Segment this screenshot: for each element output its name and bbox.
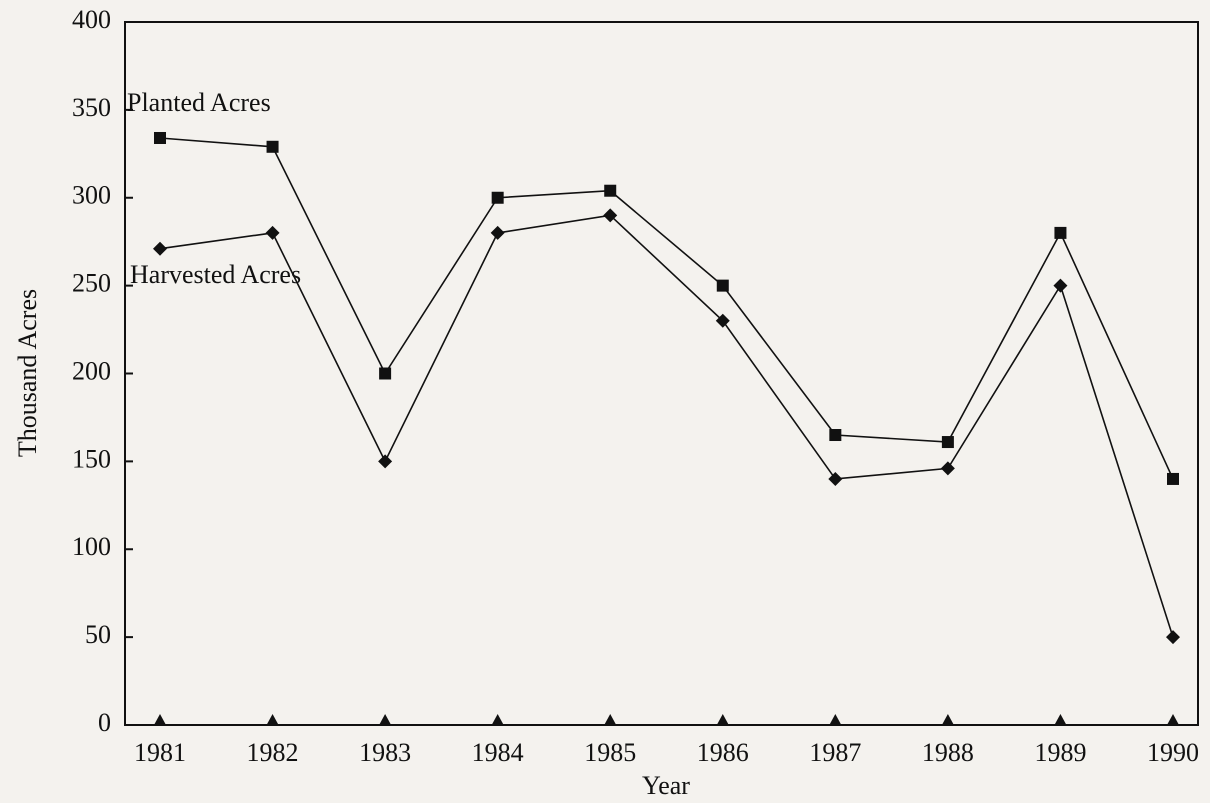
y-axis-label: Thousand Acres [13, 289, 42, 457]
point [603, 208, 618, 223]
y-tick-label: 300 [72, 181, 111, 210]
y-tick-label: 350 [72, 93, 111, 122]
point [1054, 226, 1067, 239]
x-tick-marker [266, 714, 279, 725]
x-tick-marker [491, 714, 504, 725]
point [1053, 278, 1068, 293]
x-tick-label: 1990 [1147, 738, 1199, 767]
y-tick-label: 150 [72, 444, 111, 473]
point [154, 131, 166, 144]
x-tick-label: 1988 [922, 738, 974, 767]
point [829, 429, 842, 442]
point [1166, 630, 1180, 645]
point [266, 140, 279, 153]
point [153, 241, 167, 256]
x-axis-label: Year [642, 771, 690, 800]
point [378, 454, 393, 469]
y-tick-label: 50 [85, 620, 111, 649]
point [715, 313, 730, 328]
x-tick-label: 1982 [247, 738, 299, 767]
point [379, 367, 392, 380]
point [941, 436, 954, 449]
point [491, 191, 504, 204]
series-label: Harvested Acres [130, 260, 301, 289]
x-tick-marker [1054, 714, 1067, 725]
x-tick-marker [829, 714, 842, 725]
series-line [159, 137, 1174, 480]
y-tick-label: 0 [98, 708, 111, 737]
x-tick-marker [154, 714, 166, 725]
x-tick-marker [379, 714, 392, 725]
x-tick-label: 1989 [1034, 738, 1086, 767]
point [940, 461, 955, 476]
series-label: Planted Acres [127, 88, 271, 117]
point [716, 279, 729, 292]
x-tick-label: 1985 [584, 738, 636, 767]
point [265, 225, 280, 240]
x-tick-label: 1981 [134, 738, 186, 767]
point [490, 225, 505, 240]
point [604, 184, 617, 197]
y-tick-label: 200 [72, 356, 111, 385]
y-tick-label: 100 [72, 532, 111, 561]
x-tick-label: 1984 [472, 738, 524, 767]
x-tick-marker [1167, 714, 1179, 725]
x-tick-marker [716, 714, 729, 725]
series-line [159, 214, 1174, 638]
x-tick-label: 1983 [359, 738, 411, 767]
x-tick-marker [604, 714, 617, 725]
point [1167, 472, 1179, 485]
x-tick-label: 1987 [809, 738, 861, 767]
x-tick-label: 1986 [697, 738, 749, 767]
point [828, 471, 843, 486]
plot-frame [124, 21, 1199, 726]
y-tick-label: 400 [72, 5, 111, 34]
y-tick-label: 250 [72, 269, 111, 298]
x-tick-marker [941, 714, 954, 725]
